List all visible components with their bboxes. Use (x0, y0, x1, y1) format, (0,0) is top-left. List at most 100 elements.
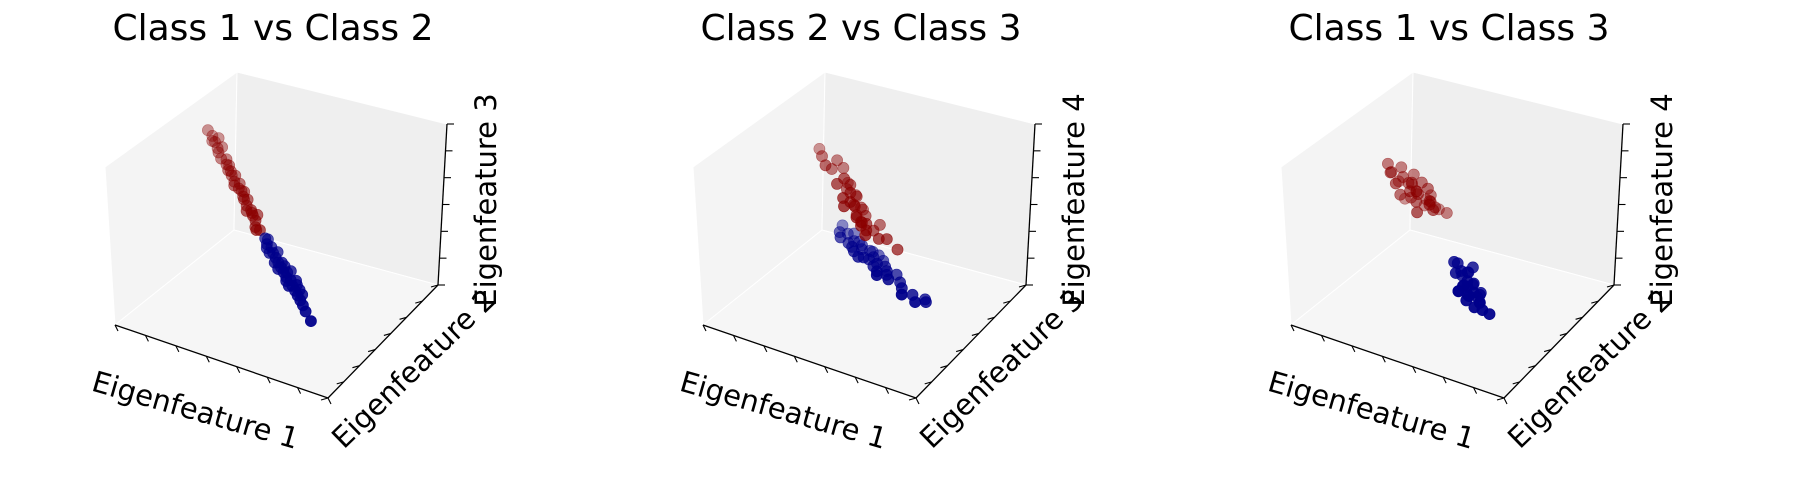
scatter-point-class-a (831, 154, 843, 167)
scatter-point-class-a (1422, 182, 1434, 195)
y-axis-line (1503, 284, 1615, 399)
y-tick (971, 332, 980, 336)
scatter-point-class-a (1423, 198, 1436, 211)
x-axis-line (114, 324, 329, 399)
scatter-point-class-a (1395, 161, 1408, 174)
scatter-point-class-a (206, 129, 219, 142)
x-tick (1412, 366, 1417, 373)
x-tick (144, 335, 149, 342)
y-tick (1003, 300, 1011, 304)
x-tick (732, 335, 737, 342)
x-tick (885, 387, 890, 394)
x-tick (236, 366, 241, 373)
x-tick (1503, 397, 1508, 405)
y-tick (1528, 365, 1536, 369)
y-tick (1559, 332, 1568, 336)
y-tick (940, 365, 948, 369)
y-tick (367, 349, 376, 353)
scatter-point-class-a (228, 179, 241, 192)
x-tick (763, 345, 768, 353)
scatter-point-class-b (1448, 255, 1460, 268)
scatter-point-class-a (819, 159, 832, 172)
x-tick (702, 324, 707, 332)
z-axis-label: Eigenfeature 4 (1057, 93, 1091, 306)
y-tick (399, 316, 407, 320)
y-tick (924, 381, 932, 385)
scatter-point-class-b (1460, 294, 1473, 307)
scatter-point-class-a (216, 141, 228, 154)
scatter-point-class-b (1452, 285, 1465, 297)
scatter-point-class-b (282, 279, 295, 292)
y-tick (336, 381, 344, 385)
x-axis-line (702, 324, 917, 399)
scatter-point-class-b (272, 263, 285, 275)
scatter-point-class-a (240, 204, 253, 217)
scatter-point-class-a (1384, 166, 1397, 179)
scatter-point-class-a (891, 243, 904, 256)
scatter-point-class-a (850, 211, 863, 224)
y-tick (320, 397, 329, 401)
scatter-point-class-b (920, 296, 932, 308)
x-tick (1381, 356, 1386, 363)
chart-title: Class 1 vs Class 3 (1288, 8, 1609, 49)
x-tick (793, 356, 798, 363)
scatter-point-class-a (212, 146, 225, 159)
y-tick (383, 332, 392, 336)
scatter-point-class-a (211, 142, 224, 155)
scatter-point-class-a (212, 132, 225, 144)
y-tick (352, 365, 360, 369)
scatter-point-class-a (859, 229, 872, 242)
scatter-point-class-a (1411, 206, 1423, 219)
scatter-point-class-a (831, 177, 843, 190)
scatter-point-class-b (834, 231, 847, 244)
x-tick (266, 376, 271, 384)
x-tick (1320, 335, 1325, 342)
y-tick (415, 300, 423, 304)
scatter-point-class-b (299, 305, 312, 318)
x-tick (114, 324, 119, 332)
x-tick (1290, 324, 1295, 332)
y-tick (1543, 349, 1552, 353)
y-axis-line (915, 284, 1027, 399)
scatter-point-class-b (882, 273, 895, 286)
z-axis-label: Eigenfeature 4 (1645, 93, 1679, 306)
scatter-point-class-a (209, 136, 221, 148)
scatter-point-class-a (250, 224, 263, 236)
x-tick (1473, 387, 1478, 394)
scatter-point-class-a (201, 124, 214, 137)
y-tick (430, 284, 439, 288)
x-tick (915, 397, 920, 405)
scatter-point-class-a (1412, 188, 1424, 200)
x-axis-line (1290, 324, 1505, 399)
x-tick (1351, 345, 1356, 353)
y-tick (955, 349, 964, 353)
x-tick (1442, 376, 1447, 384)
scatter-point-class-a (215, 152, 227, 165)
scatter-point-class-b (870, 269, 883, 281)
y-tick (1591, 300, 1599, 304)
scatter-point-class-b (1449, 267, 1462, 279)
scatter-point-class-a (206, 135, 219, 147)
x-tick (205, 356, 210, 363)
scatter-point-class-a (838, 200, 850, 213)
z-axis-label: Eigenfeature 3 (469, 93, 503, 306)
scatter-point-class-b (909, 296, 921, 308)
scatter-point-class-a (1440, 207, 1453, 219)
x-tick (297, 387, 302, 394)
scatter-point-class-b (895, 288, 908, 301)
scatter-point-class-a (1389, 177, 1402, 190)
scatter-point-class-b (852, 250, 865, 263)
y-tick (1496, 397, 1505, 401)
chart-title: Class 2 vs Class 3 (700, 8, 1021, 49)
x-tick (854, 376, 859, 384)
y-axis-line (327, 284, 439, 399)
y-tick (1606, 284, 1615, 288)
y-tick (987, 316, 995, 320)
x-tick (327, 397, 332, 405)
y-tick (908, 397, 917, 401)
y-tick (1018, 284, 1027, 288)
